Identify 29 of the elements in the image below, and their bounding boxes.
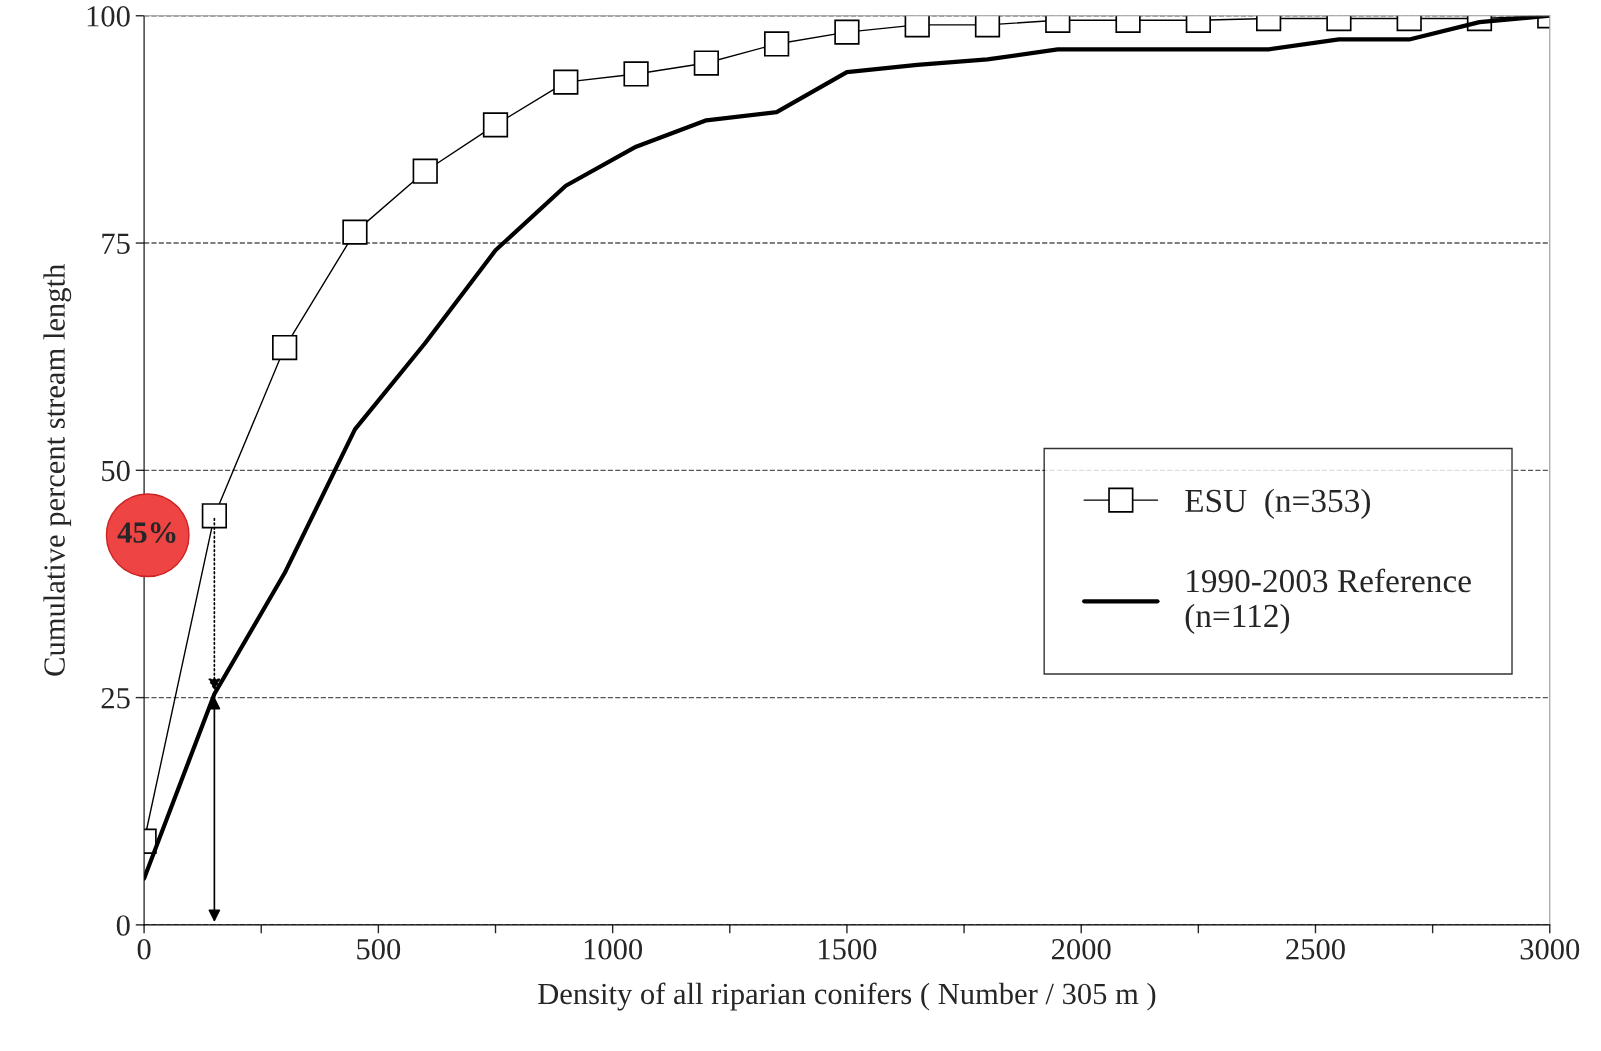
point <box>693 50 720 76</box>
point <box>201 503 228 529</box>
point <box>834 19 860 45</box>
point <box>553 69 579 95</box>
annotation: 45% <box>117 522 176 543</box>
point <box>482 112 509 138</box>
point <box>974 15 1001 38</box>
point <box>764 31 790 57</box>
x-tick-label: 1500 <box>819 938 877 960</box>
y-tick-label: 100 <box>87 6 130 27</box>
point <box>342 219 368 245</box>
x-tick-label: 0 <box>137 938 151 960</box>
x-axis-title: Density of all riparian conifers ( Number / 305 m ) <box>538 982 1156 1011</box>
point <box>412 158 438 184</box>
y-tick-label: 50 <box>102 460 130 482</box>
point <box>272 334 298 361</box>
x-tick-label: 2000 <box>1051 938 1111 960</box>
y-axis-title: Cumulative percent stream length <box>43 264 72 676</box>
x-tick-label: 500 <box>357 938 401 960</box>
legend-label: ESU (n=353) <box>1185 488 1371 519</box>
x-tick-label: 2500 <box>1286 938 1345 960</box>
legend-label: 1990-2003 Reference (n=112) <box>1185 568 1471 634</box>
x-tick-label: 1000 <box>584 938 643 960</box>
point <box>623 61 649 87</box>
point <box>904 15 930 38</box>
y-tick-label: 25 <box>101 687 130 709</box>
x-tick-label: 3000 <box>1520 938 1580 960</box>
y-tick-label: 0 <box>116 915 130 936</box>
y-tick-label: 75 <box>102 233 130 254</box>
